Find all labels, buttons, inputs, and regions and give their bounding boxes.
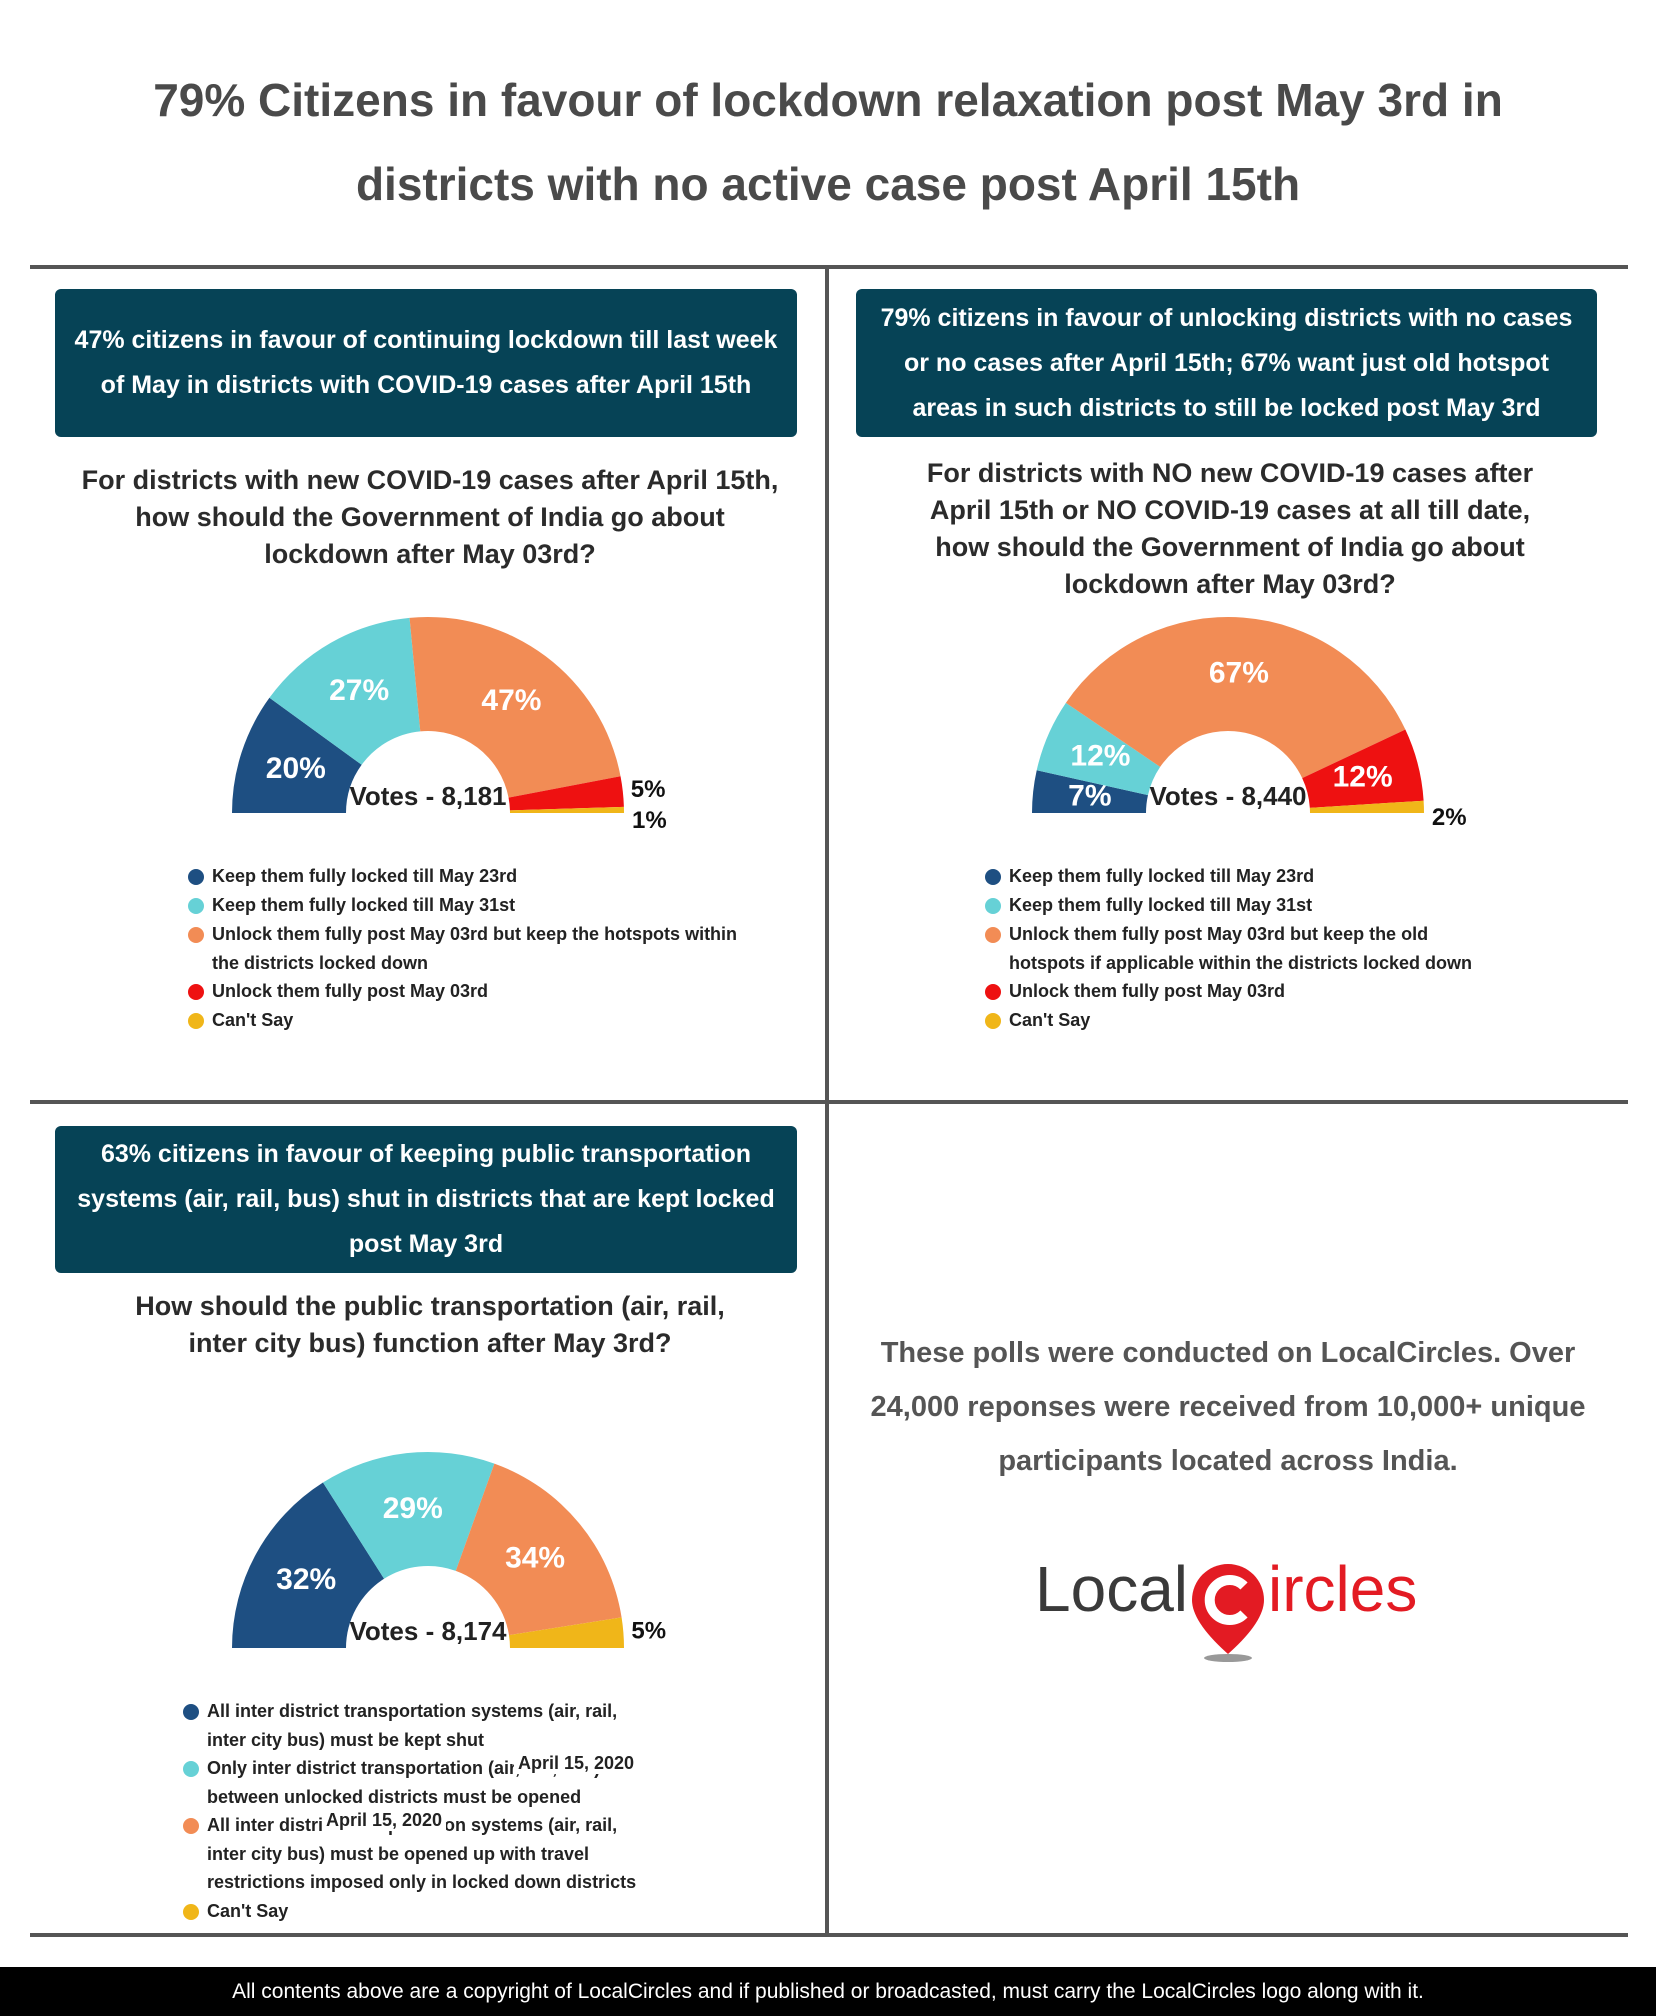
legend-label: All inter district transportation system… bbox=[207, 1701, 618, 1750]
legend-item: Keep them fully locked till May 23rd bbox=[985, 862, 1505, 891]
logo-text: ircles bbox=[1268, 1553, 1417, 1625]
legend-swatch bbox=[985, 1013, 1001, 1029]
slice bbox=[232, 697, 362, 813]
legend-label: Keep them fully locked till May 31st bbox=[1009, 895, 1313, 915]
legend-swatch bbox=[188, 1013, 204, 1029]
headline: 63% citizens in favour of keeping public… bbox=[55, 1126, 797, 1273]
slice bbox=[508, 1617, 624, 1648]
legend-label: Unlock them fully post May 03rd bbox=[212, 981, 489, 1001]
headline: 79% citizens in favour of unlocking dist… bbox=[856, 289, 1597, 437]
legend-swatch bbox=[985, 898, 1001, 914]
logo-c bbox=[1204, 1575, 1248, 1625]
legend-item: All inter district transportation system… bbox=[183, 1697, 653, 1754]
slice bbox=[455, 1463, 622, 1636]
value-label: 5% bbox=[631, 776, 666, 803]
legend-label: Unlock them fully post May 03rd but keep… bbox=[212, 924, 738, 973]
legend-swatch bbox=[183, 1904, 199, 1920]
slice bbox=[1032, 770, 1148, 813]
annotation: April 15, 2020 bbox=[514, 1753, 639, 1774]
legend-label: Unlock them fully post May 03rd but keep… bbox=[1009, 924, 1473, 973]
legend-label: Can't Say bbox=[212, 1010, 294, 1030]
note: These polls were conducted on LocalCircl… bbox=[870, 1337, 1586, 1477]
legend-item: Can't Say bbox=[188, 1006, 748, 1035]
legend-item: Keep them fully locked till May 23rd bbox=[188, 862, 748, 891]
headline: 47% citizens in favour of continuing loc… bbox=[55, 289, 797, 437]
legend-swatch bbox=[985, 984, 1001, 1000]
center-label: Votes - 8,181 bbox=[349, 781, 506, 811]
legend-swatch bbox=[188, 869, 204, 885]
slice bbox=[1302, 729, 1424, 808]
value-label: 29% bbox=[383, 1492, 443, 1525]
slice bbox=[232, 1482, 385, 1648]
legend-item: Unlock them fully post May 03rd but keep… bbox=[985, 920, 1505, 977]
legend-swatch bbox=[188, 984, 204, 1000]
page-title: 79% Citizens in favour of lockdown relax… bbox=[153, 74, 1503, 210]
value-label: 32% bbox=[276, 1563, 336, 1596]
slice bbox=[509, 806, 624, 813]
value-label: 12% bbox=[1333, 760, 1393, 793]
slice bbox=[409, 617, 621, 798]
slice bbox=[1036, 702, 1161, 796]
legend-swatch bbox=[183, 1704, 199, 1720]
annotation: April 15, 2020 bbox=[322, 1810, 447, 1831]
legend-label: Keep them fully locked till May 31st bbox=[212, 895, 516, 915]
footer: All contents above are a copyright of Lo… bbox=[0, 1967, 1656, 2016]
legend-label: Can't Say bbox=[1009, 1010, 1091, 1030]
slice bbox=[322, 1452, 495, 1579]
value-label: 12% bbox=[1070, 740, 1130, 773]
logo-shadow bbox=[1204, 1654, 1252, 1662]
value-label: 1% bbox=[632, 807, 667, 834]
legend-item: Can't Say bbox=[183, 1897, 653, 1926]
legend-item: Unlock them fully post May 03rd bbox=[985, 977, 1505, 1006]
question: How should the public transportation (ai… bbox=[135, 1291, 725, 1358]
legend-item: Keep them fully locked till May 31st bbox=[188, 891, 748, 920]
legend-item: Unlock them fully post May 03rd bbox=[188, 977, 748, 1006]
value-label: 5% bbox=[631, 1617, 666, 1644]
legend-label: Keep them fully locked till May 23rd bbox=[212, 866, 518, 886]
center-label: Votes - 8,440 bbox=[1149, 781, 1306, 811]
center-label: Votes - 8,174 bbox=[349, 1616, 507, 1646]
legend-item: Only inter district transportation (air,… bbox=[183, 1754, 653, 1811]
legend-item: Can't Say bbox=[985, 1006, 1505, 1035]
legend-item: Keep them fully locked till May 31st bbox=[985, 891, 1505, 920]
legend-label: Unlock them fully post May 03rd bbox=[1009, 981, 1286, 1001]
value-label: 34% bbox=[505, 1541, 565, 1574]
legend-item: Unlock them fully post May 03rd but keep… bbox=[188, 920, 748, 977]
question: For districts with NO new COVID-19 cases… bbox=[926, 458, 1534, 599]
value-label: 2% bbox=[1432, 804, 1467, 831]
legend-swatch bbox=[188, 927, 204, 943]
legend-swatch bbox=[188, 898, 204, 914]
question: For districts with new COVID-19 cases af… bbox=[81, 465, 779, 569]
value-label: 27% bbox=[329, 674, 389, 707]
value-label: 47% bbox=[481, 684, 541, 717]
logo-text: Local bbox=[1035, 1553, 1188, 1625]
value-label: 20% bbox=[266, 752, 326, 785]
slice bbox=[508, 776, 624, 811]
slice bbox=[269, 617, 421, 765]
legend-swatch bbox=[985, 869, 1001, 885]
legend-label: Only inter district transportation (air,… bbox=[207, 1758, 601, 1807]
legend-label: Can't Say bbox=[207, 1901, 289, 1921]
legend-swatch bbox=[985, 927, 1001, 943]
legend-swatch bbox=[183, 1761, 199, 1777]
value-label: 67% bbox=[1209, 656, 1269, 689]
slice bbox=[1065, 617, 1406, 779]
slice bbox=[1309, 800, 1424, 813]
legend-label: Keep them fully locked till May 23rd bbox=[1009, 866, 1315, 886]
legend-swatch bbox=[183, 1818, 199, 1834]
